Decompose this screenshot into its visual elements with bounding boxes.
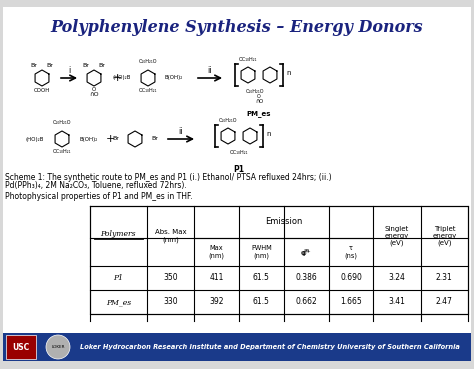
Text: 3.24: 3.24 [389, 273, 406, 283]
Text: (HO)₂B: (HO)₂B [26, 137, 44, 141]
Text: ii: ii [208, 66, 212, 75]
Text: 411: 411 [209, 273, 224, 283]
Text: O: O [92, 87, 96, 92]
Text: Polyphenylene Synthesis – Energy Donors: Polyphenylene Synthesis – Energy Donors [51, 19, 423, 36]
Text: φᶠᶡ: φᶠᶡ [302, 248, 310, 255]
Text: 0.386: 0.386 [295, 273, 317, 283]
Text: Emission: Emission [265, 217, 302, 227]
Text: 392: 392 [209, 297, 224, 307]
Text: P1: P1 [113, 274, 123, 282]
Text: Loker Hydrocarbon Research Institute and Department of Chemistry University of S: Loker Hydrocarbon Research Institute and… [80, 344, 460, 350]
Text: Br: Br [151, 137, 158, 141]
Bar [6, 335, 36, 359]
Text: 330: 330 [163, 297, 178, 307]
Text: 2.31: 2.31 [436, 273, 453, 283]
Text: Photophysical properties of P1 and PM_es in THF.: Photophysical properties of P1 and PM_es… [5, 192, 192, 201]
Bar [3, 333, 471, 361]
Text: O: O [257, 94, 261, 99]
Text: 3.41: 3.41 [389, 297, 406, 307]
Text: OC₁₀H₂₁: OC₁₀H₂₁ [239, 57, 257, 62]
Text: 1.665: 1.665 [340, 297, 362, 307]
Text: n: n [266, 131, 271, 137]
Text: C₁₀H₂₁O: C₁₀H₂₁O [139, 59, 157, 64]
Text: Pd(PPh₃)₄, 2M Na₂CO₃, Toluene, refluxed 72hrs).: Pd(PPh₃)₄, 2M Na₂CO₃, Toluene, refluxed … [5, 181, 187, 190]
Text: (HO)₂B: (HO)₂B [113, 76, 131, 80]
Text: τ
(ns): τ (ns) [345, 245, 357, 259]
Text: OC₁₀H₂₁: OC₁₀H₂₁ [139, 88, 157, 93]
Text: Singlet
energy
(eV): Singlet energy (eV) [385, 226, 409, 246]
Text: C₁₀H₂₁O: C₁₀H₂₁O [219, 118, 237, 123]
Text: B(OH)₂: B(OH)₂ [165, 76, 183, 80]
Text: C₁₀H₂₁O: C₁₀H₂₁O [53, 120, 71, 125]
Text: Scheme 1: The synthetic route to PM_es and P1 (i.) Ethanol/ PTSA refluxed 24hrs;: Scheme 1: The synthetic route to PM_es a… [5, 173, 332, 182]
Text: 61.5: 61.5 [253, 297, 270, 307]
Text: Br: Br [46, 63, 54, 68]
Text: COOH: COOH [34, 88, 50, 93]
Text: Br: Br [112, 137, 119, 141]
Text: Br: Br [99, 63, 105, 68]
Text: P1: P1 [234, 165, 245, 174]
Text: Br: Br [30, 63, 37, 68]
Text: +: + [105, 134, 115, 144]
Text: 2.47: 2.47 [436, 297, 453, 307]
Text: 61.5: 61.5 [253, 273, 270, 283]
Text: PM_es: PM_es [247, 110, 271, 117]
Text: Abs. Max
(nm): Abs. Max (nm) [155, 229, 186, 243]
Text: 0.690: 0.690 [340, 273, 362, 283]
Circle shape [46, 335, 70, 359]
Text: i: i [68, 66, 70, 75]
Text: ∩O: ∩O [89, 92, 99, 97]
Text: +: + [112, 73, 122, 83]
Text: φᴹᴸ: φᴹᴸ [301, 248, 311, 255]
Text: ii: ii [179, 127, 183, 136]
Text: B(OH)₂: B(OH)₂ [80, 137, 99, 141]
Text: OC₁₀H₂₁: OC₁₀H₂₁ [53, 149, 71, 154]
Text: LOKER: LOKER [51, 345, 65, 349]
Text: 350: 350 [163, 273, 178, 283]
Text: PM_es: PM_es [106, 298, 131, 306]
Text: n: n [286, 70, 291, 76]
Text: 0.662: 0.662 [295, 297, 317, 307]
Text: Br: Br [82, 63, 90, 68]
Text: FWHM
(nm): FWHM (nm) [251, 245, 272, 259]
Text: OC₁₀H₂₁: OC₁₀H₂₁ [230, 150, 248, 155]
Text: Polymers: Polymers [100, 230, 136, 238]
Text: USC: USC [12, 342, 29, 352]
Text: Triplet
energy
(eV): Triplet energy (eV) [432, 226, 456, 246]
Text: C₁₀H₂₁O: C₁₀H₂₁O [246, 89, 264, 94]
Text: Max
(nm): Max (nm) [209, 245, 224, 259]
Text: ∩O: ∩O [255, 99, 263, 104]
